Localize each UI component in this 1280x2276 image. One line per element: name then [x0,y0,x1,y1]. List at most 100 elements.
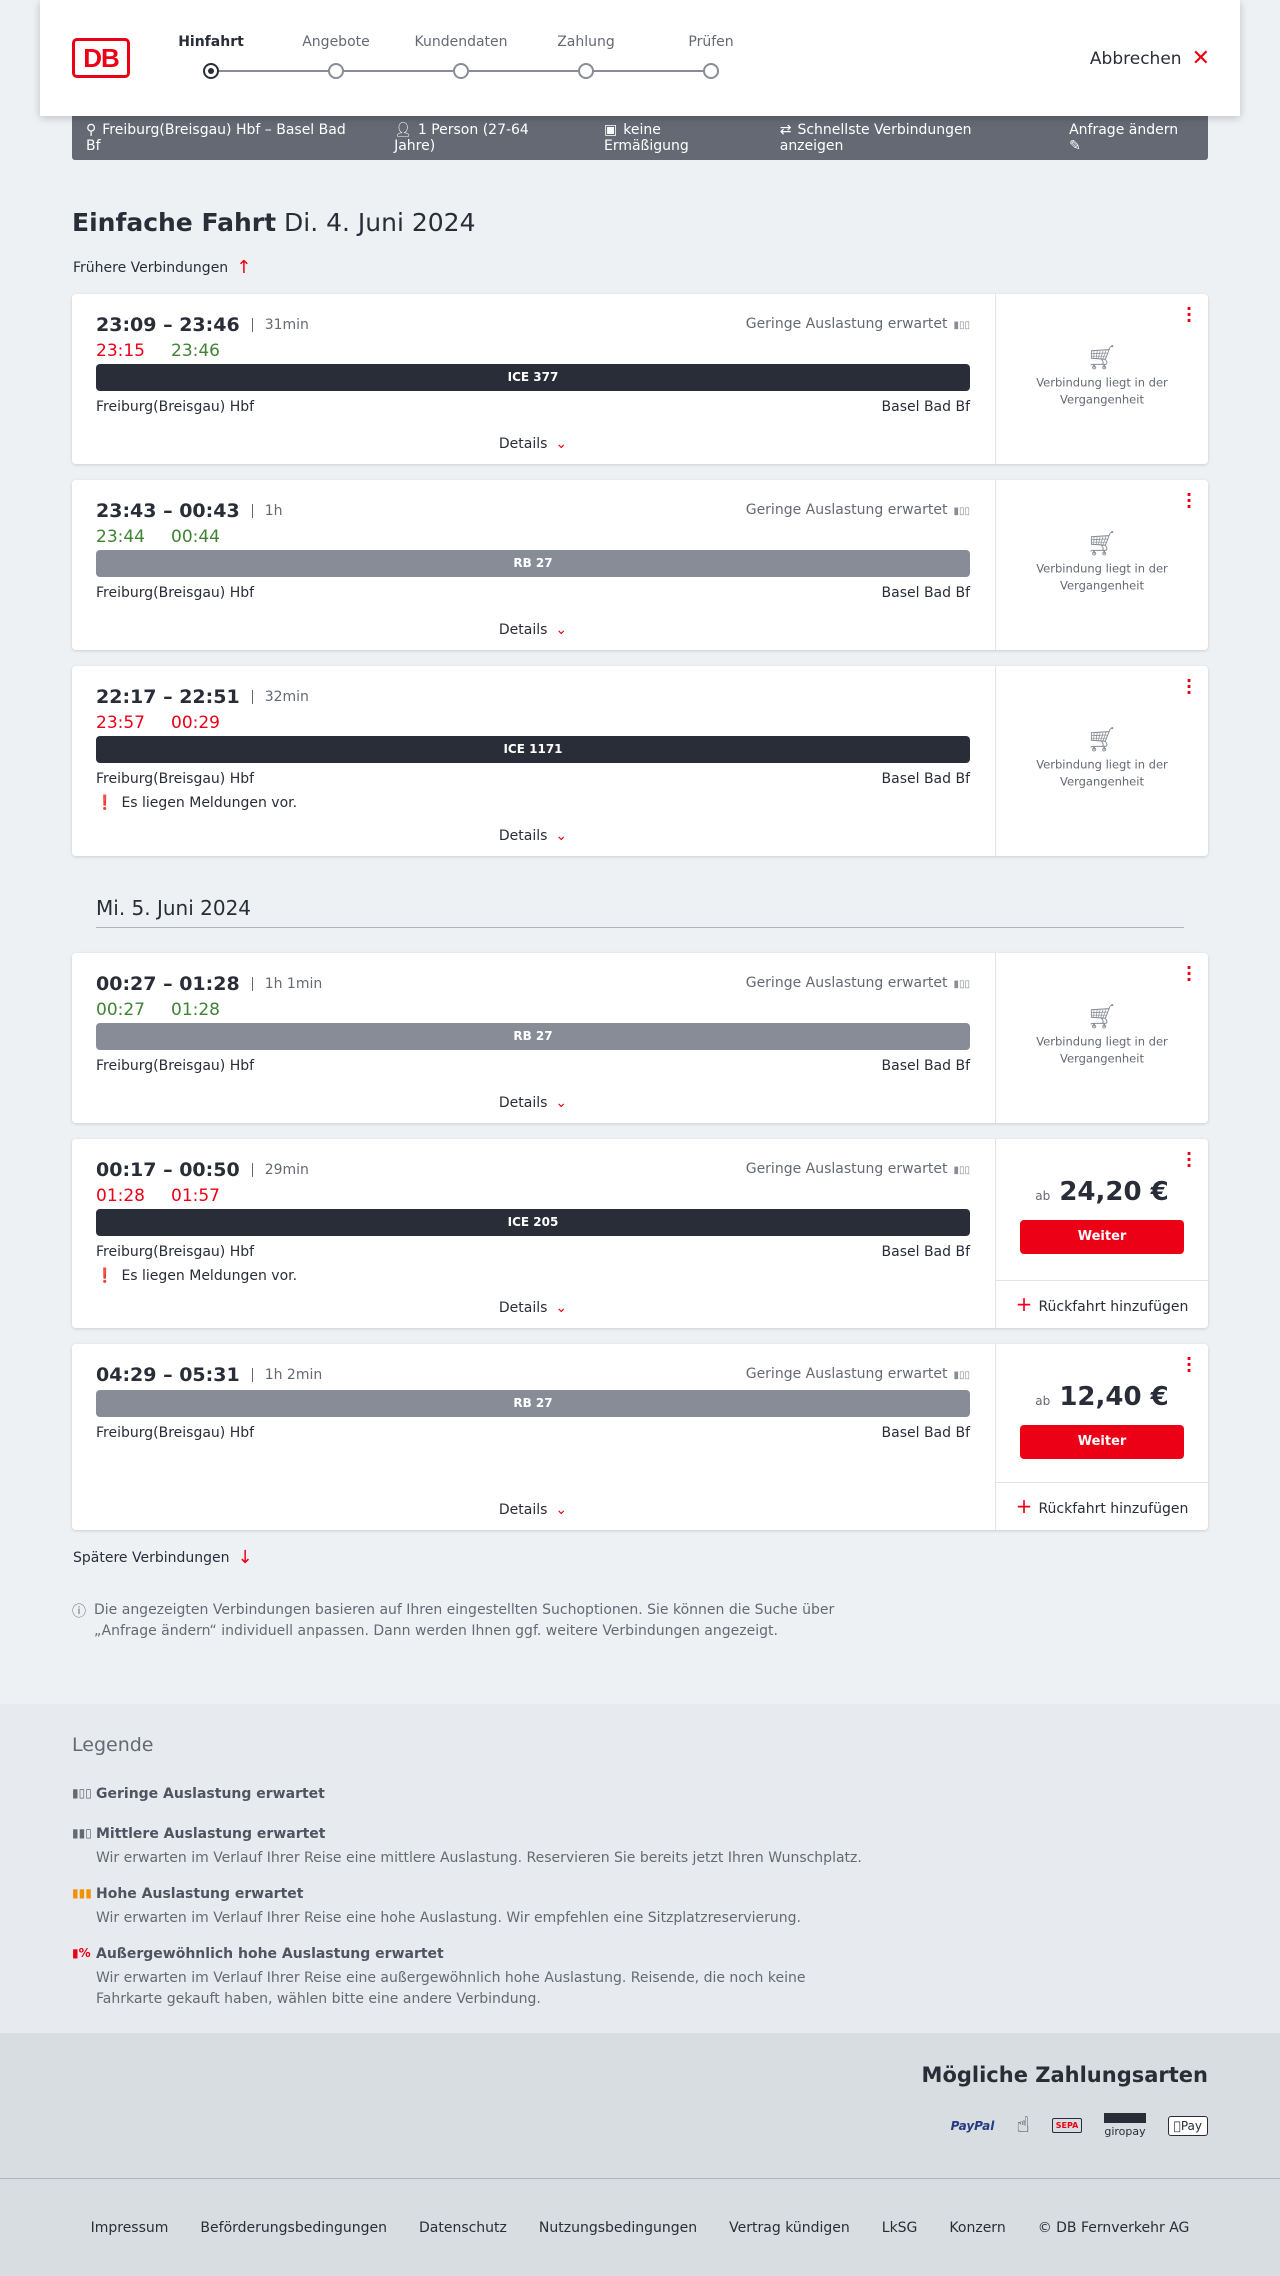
details-toggle[interactable]: Details ⌄ [96,828,970,844]
continue-button[interactable]: Weiter [1020,1425,1184,1459]
fastest-toggle[interactable]: ⇄ Schnellste Verbindungen anzeigen [780,122,1039,154]
occupancy-indicator: Geringe Auslastung erwartet ▮▯▯ [746,502,970,518]
footer-link-nutzungsbedingungen[interactable]: Nutzungsbedingungen [538,2219,698,2236]
connection-card[interactable]: 00:27 – 01:28 1h 1min 00:27 01:28 Geringe Au… [72,953,1208,1123]
footer-link-konzern[interactable]: Konzern [949,2219,1006,2236]
paypal-icon: PayPal [950,2118,995,2133]
connection-card[interactable]: 00:17 – 00:50 29min 01:28 01:57 Geringe Ausl… [72,1139,1208,1328]
realtime-times: 23:57 00:29 [96,713,220,733]
apple-pay-text: Pay [1180,2118,1202,2133]
schedule-times: 23:43 – 00:43 1h [96,500,282,522]
past-connection-notice: 🛒︎ Verbindung liegt in der Vergangenheit [996,532,1208,595]
train-bar[interactable]: RB 27 [96,1023,970,1050]
more-options-icon[interactable]: · · · [1186,485,1193,516]
persons-text: 1 Person (27-64 Jahre) [394,122,529,154]
footer-link-lksg[interactable]: LkSG [881,2219,918,2236]
booking-panel: · · · 🛒︎ Verbindung liegt in der Vergangenhe… [995,480,1208,650]
step-kundendaten-dot [453,63,469,79]
chevron-down-icon: ⌄ [555,622,568,638]
more-options-icon[interactable]: · · · [1186,671,1193,702]
later-connections-link[interactable]: Spätere Verbindungen ↓ [73,1547,253,1568]
legend-item-text: Wir erwarten im Verlauf Ihrer Reise eine… [96,1970,806,2007]
destination-station: Basel Bad Bf [881,399,970,415]
details-toggle[interactable]: Details ⌄ [96,1095,970,1111]
details-toggle[interactable]: Details ⌄ [96,1300,970,1316]
train-bar[interactable]: RB 27 [96,550,970,577]
close-icon: ✕ [1191,46,1210,71]
info-icon: ⓘ [72,1604,86,1620]
destination-station: Basel Bad Bf [881,1244,970,1260]
step-kundendaten-label: Kundendaten [414,34,508,50]
message-notice[interactable]: ❗ Es liegen Meldungen vor. [96,1268,297,1284]
footer-link-vertrag-kuendigen[interactable]: Vertrag kündigen [729,2219,850,2236]
change-request-button[interactable]: Anfrage ändern ✎ [1069,122,1194,154]
more-options-icon[interactable]: · · · [1186,958,1193,989]
legend-title: Legende [72,1734,154,1756]
footer-link-befoerderungsbedingungen[interactable]: Beförderungsbedingungen [200,2219,387,2236]
realtime-times: 01:28 01:57 [96,1186,220,1206]
stations: Freiburg(Breisgau) Hbf Basel Bad Bf [96,1058,970,1074]
connection-card[interactable]: 23:43 – 00:43 1h 23:44 00:44 Geringe Auslast… [72,480,1208,650]
pencil-icon: ✎ [1069,138,1081,154]
add-return-button[interactable]: + Rückfahrt hinzufügen [996,1482,1208,1530]
payment-section: Mögliche Zahlungsarten PayPal ☝ SEPA gir… [0,2033,1280,2178]
train-bar[interactable]: ICE 205 [96,1209,970,1236]
cart-unavailable-icon: 🛒︎ [1086,725,1118,754]
occupancy-label: Geringe Auslastung erwartet [745,502,948,518]
price-prefix: ab [1035,1394,1051,1408]
origin-station: Freiburg(Breisgau) Hbf [96,399,255,415]
origin-station: Freiburg(Breisgau) Hbf [96,1058,255,1074]
occupancy-low-icon: ▮▯▯ [953,1165,970,1176]
train-bar[interactable]: ICE 377 [96,364,970,391]
legend-item-high: ▮▮▮ Hohe Auslastung erwartet Wir erwarten … [72,1886,872,1929]
cart-unavailable-icon: 🛒︎ [1086,1002,1118,1031]
search-summary-bar: ⚲ Freiburg(Breisgau) Hbf – Basel Bad Bf 👤… [72,116,1208,160]
change-request-text: Anfrage ändern [1069,122,1179,138]
connection-card[interactable]: 04:29 – 05:31 1h 2min Geringe Auslastung e… [72,1344,1208,1530]
more-options-icon[interactable]: · · · [1186,1349,1193,1380]
occupancy-extreme-icon: ▮% [72,1946,91,1960]
occupancy-indicator: Geringe Auslastung erwartet ▮▯▯ [746,975,970,991]
duration: 32min [251,690,309,704]
route-summary: ⚲ Freiburg(Breisgau) Hbf – Basel Bad Bf [86,122,364,154]
destination-station: Basel Bad Bf [881,585,970,601]
details-toggle[interactable]: Details ⌄ [96,436,970,452]
realtime-departure: 23:44 [96,527,145,547]
earlier-connections-link[interactable]: Frühere Verbindungen ↑ [73,257,251,278]
train-bar[interactable]: ICE 1171 [96,736,970,763]
db-logo[interactable]: DB [72,38,130,78]
chevron-down-icon: ⌄ [555,436,568,452]
continue-button[interactable]: Weiter [1020,1220,1184,1254]
realtime-departure: 01:28 [96,1186,145,1206]
plus-icon: + [1015,1494,1033,1518]
more-options-icon[interactable]: · · · [1186,1144,1193,1175]
details-toggle[interactable]: Details ⌄ [96,622,970,638]
footer-link-impressum[interactable]: Impressum [90,2219,169,2236]
more-options-icon[interactable]: · · · [1186,299,1193,330]
footer-link-datenschutz[interactable]: Datenschutz [418,2219,507,2236]
arrow-down-icon: ↓ [237,1547,253,1568]
details-toggle[interactable]: Details ⌄ [96,1502,970,1518]
booking-panel: · · · 🛒︎ Verbindung liegt in der Vergangenhe… [995,953,1208,1123]
connection-card[interactable]: 22:17 – 22:51 32min 23:57 00:29 ICE 1171 Frei… [72,666,1208,856]
occupancy-low-icon: ▮▯▯ [953,979,970,990]
booking-panel: · · · ab 24,20 € Weiter + Rückfahrt hinzufügen [995,1139,1208,1328]
page-title: Einfache Fahrt Di. 4. Juni 2024 [72,208,476,237]
message-text: Es liegen Meldungen vor. [121,1268,298,1284]
destination-station: Basel Bad Bf [881,1058,970,1074]
later-label: Spätere Verbindungen [73,1549,230,1566]
connection-card[interactable]: 23:09 – 23:46 31min 23:15 23:46 Geringe Ausl… [72,294,1208,464]
date-separator: Mi. 5. Juni 2024 [96,896,1184,928]
swap-icon: ⇄ [779,122,792,138]
credit-card-icon: ☝ [1016,2113,1030,2138]
legend-section: Legende ▮▯▯ Geringe Auslastung erwartet ▮… [0,1704,1280,2033]
stations: Freiburg(Breisgau) Hbf Basel Bad Bf [96,585,970,601]
cart-unavailable-icon: 🛒︎ [1086,343,1118,372]
add-return-button[interactable]: + Rückfahrt hinzufügen [996,1280,1208,1328]
connection-info: 23:09 – 23:46 31min 23:15 23:46 Geringe Ausl… [96,294,970,464]
realtime-departure: 00:27 [96,1000,145,1020]
message-notice[interactable]: ❗ Es liegen Meldungen vor. [96,795,297,811]
occupancy-label: Geringe Auslastung erwartet [745,316,948,332]
cancel-button[interactable]: Abbrechen ✕ [1090,46,1210,71]
train-bar[interactable]: RB 27 [96,1390,970,1417]
